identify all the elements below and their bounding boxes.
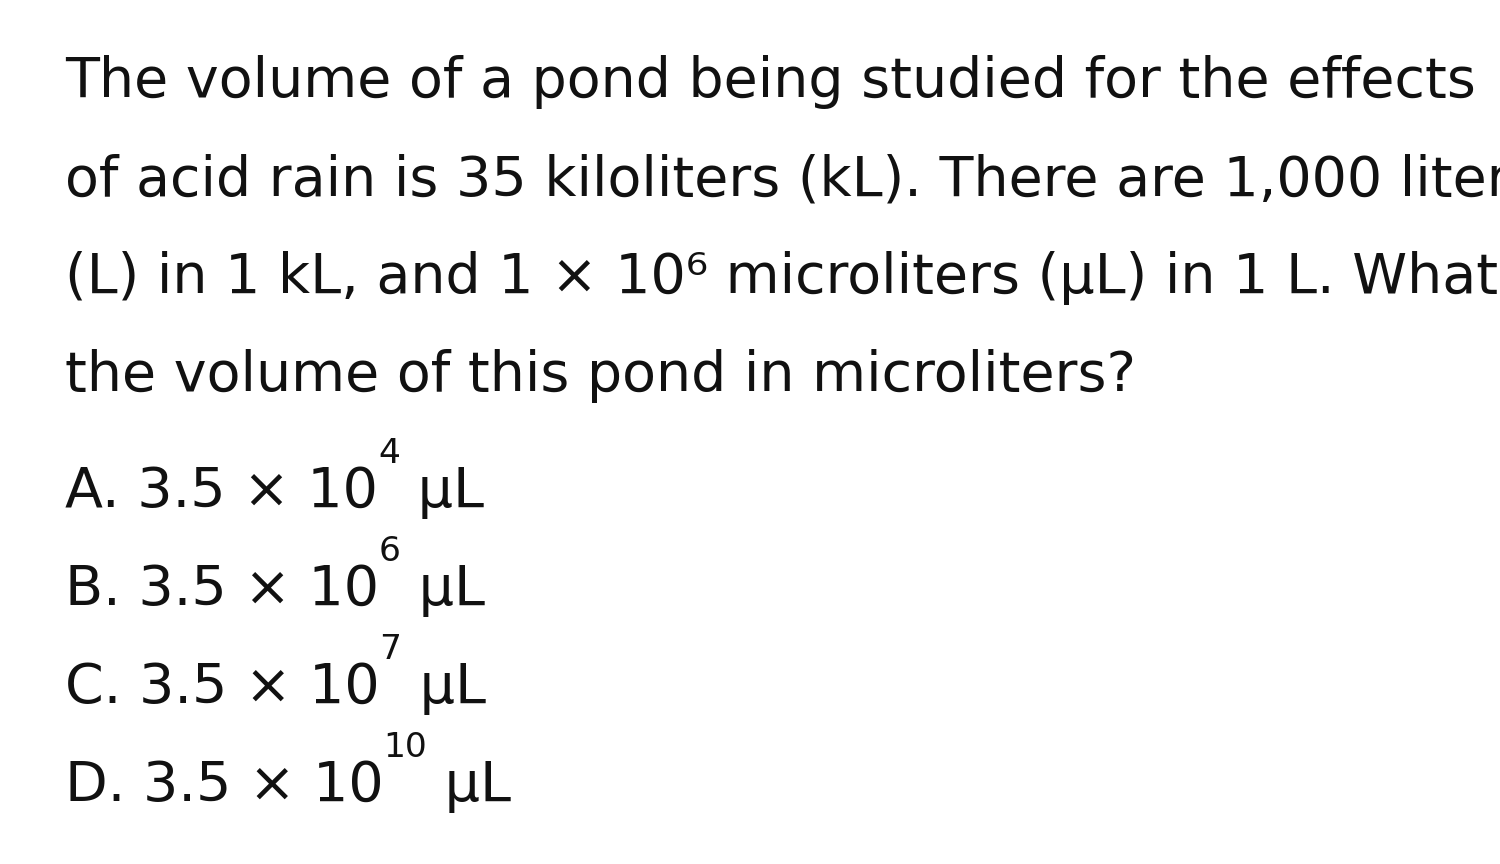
Text: C. 3.5 × 10: C. 3.5 × 10 bbox=[64, 661, 380, 715]
Text: 6: 6 bbox=[380, 535, 400, 568]
Text: 7: 7 bbox=[380, 633, 402, 666]
Text: D. 3.5 × 10: D. 3.5 × 10 bbox=[64, 759, 384, 813]
Text: μL: μL bbox=[427, 759, 512, 813]
Text: μL: μL bbox=[399, 465, 483, 519]
Text: B. 3.5 × 10: B. 3.5 × 10 bbox=[64, 563, 380, 617]
Text: A. 3.5 × 10: A. 3.5 × 10 bbox=[64, 465, 378, 519]
Text: 10: 10 bbox=[384, 731, 427, 764]
Text: (L) in 1 kL, and 1 × 10⁶ microliters (μL) in 1 L. What is: (L) in 1 kL, and 1 × 10⁶ microliters (μL… bbox=[64, 251, 1500, 305]
Text: The volume of a pond being studied for the effects: The volume of a pond being studied for t… bbox=[64, 55, 1476, 109]
Text: of acid rain is 35 kiloliters (kL). There are 1,000 liters: of acid rain is 35 kiloliters (kL). Ther… bbox=[64, 153, 1500, 207]
Text: 4: 4 bbox=[378, 437, 399, 470]
Text: μL: μL bbox=[402, 661, 486, 715]
Text: the volume of this pond in microliters?: the volume of this pond in microliters? bbox=[64, 349, 1136, 403]
Text: μL: μL bbox=[400, 563, 484, 617]
